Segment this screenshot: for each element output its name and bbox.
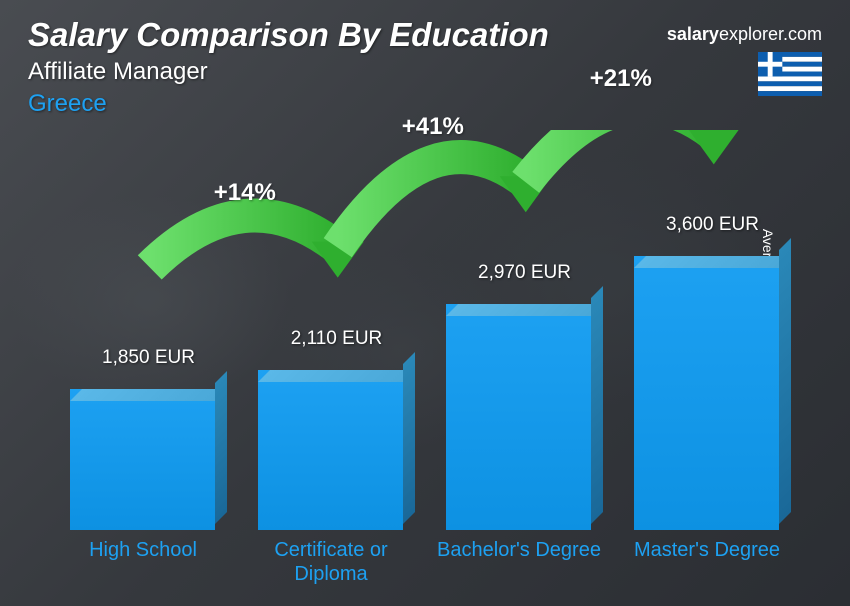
bar: 1,850 EUR bbox=[70, 389, 215, 530]
bar-label: Bachelor's Degree bbox=[434, 538, 604, 562]
bar-value: 2,110 EUR bbox=[264, 328, 409, 350]
bar-value: 3,600 EUR bbox=[640, 214, 785, 236]
brand-label: salaryexplorer.com bbox=[667, 24, 822, 45]
flag-icon bbox=[758, 52, 822, 96]
bar-group: 2,970 EURBachelor's Degree bbox=[446, 304, 591, 530]
increase-pct: +14% bbox=[214, 179, 276, 207]
increase-pct: +41% bbox=[402, 113, 464, 141]
chart-subtitle: Affiliate Manager bbox=[28, 58, 208, 86]
bar-group: 1,850 EURHigh School bbox=[70, 389, 215, 530]
bar-label: Certificate or Diploma bbox=[246, 538, 416, 586]
chart-country: Greece bbox=[28, 90, 107, 118]
bar-chart: 1,850 EURHigh School2,110 EURCertificate… bbox=[40, 130, 790, 584]
increase-pct: +21% bbox=[590, 65, 652, 93]
bar-group: 3,600 EURMaster's Degree bbox=[634, 256, 779, 530]
bar: 2,110 EUR bbox=[258, 370, 403, 530]
bar-group: 2,110 EURCertificate or Diploma bbox=[258, 370, 403, 530]
bar-value: 2,970 EUR bbox=[452, 262, 597, 284]
bar: 2,970 EUR bbox=[446, 304, 591, 530]
chart-title: Salary Comparison By Education bbox=[28, 16, 549, 54]
bar-label: Master's Degree bbox=[622, 538, 792, 562]
bar-value: 1,850 EUR bbox=[76, 347, 221, 369]
bar: 3,600 EUR bbox=[634, 256, 779, 530]
bar-label: High School bbox=[58, 538, 228, 562]
